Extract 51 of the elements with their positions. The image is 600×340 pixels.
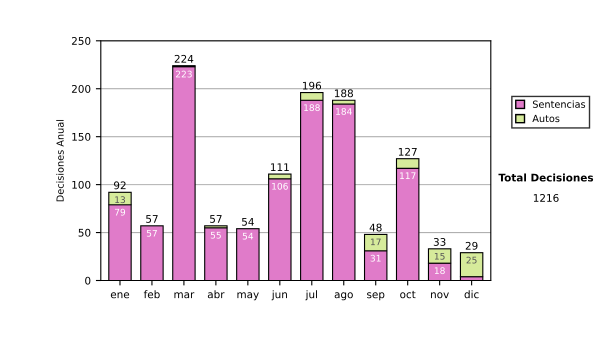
x-tick-label: oct xyxy=(400,290,416,298)
data-label: 117 xyxy=(400,172,416,180)
total-label: 111 xyxy=(271,163,289,171)
x-tick-label: jul xyxy=(305,290,317,300)
data-label: 54 xyxy=(242,232,254,240)
data-label: 13 xyxy=(115,196,125,204)
total-label: 127 xyxy=(398,148,417,156)
x-tick-label: ene xyxy=(110,292,130,298)
y-tick-label: 150 xyxy=(72,132,90,141)
y-axis-title: Decisiones Anual xyxy=(56,120,64,202)
total-label: 54 xyxy=(242,218,254,226)
data-label: 17 xyxy=(370,238,381,246)
x-tick-label: nov xyxy=(431,292,449,298)
x-tick-label: mar xyxy=(174,292,194,298)
x-tick-label: abr xyxy=(208,290,225,298)
total-label: 196 xyxy=(302,82,322,90)
total-label: 48 xyxy=(370,224,382,232)
total-label: 33 xyxy=(434,238,446,246)
x-tick-label: may xyxy=(237,292,259,300)
data-label: 15 xyxy=(434,252,445,260)
data-label: 57 xyxy=(146,230,157,237)
data-label: 188 xyxy=(304,104,320,112)
y-tick-label: 50 xyxy=(78,228,90,237)
data-label: 55 xyxy=(210,232,221,239)
legend-label: Autos xyxy=(532,114,560,122)
y-tick-label: 250 xyxy=(72,37,90,45)
total-label: 29 xyxy=(466,242,478,250)
data-label: 223 xyxy=(176,70,192,78)
text: Total Decisiones xyxy=(498,173,594,182)
x-tick-label: feb xyxy=(144,290,160,298)
data-label: 184 xyxy=(336,108,352,115)
x-tick-label: jun xyxy=(272,290,287,300)
total-label: 188 xyxy=(334,89,353,98)
x-tick-label: ago xyxy=(334,292,353,300)
data-label: 79 xyxy=(114,208,126,216)
data-label: 18 xyxy=(434,267,445,274)
x-tick-label: sep xyxy=(367,292,384,300)
bar xyxy=(460,252,484,278)
legend-label: Sentencias xyxy=(532,100,586,108)
data-label: 106 xyxy=(272,182,288,190)
y-tick-label: 0 xyxy=(85,276,90,285)
total-label: 57 xyxy=(210,215,222,223)
y-tick-label: 200 xyxy=(72,84,90,93)
x-tick-label: dic xyxy=(464,290,479,298)
data-label: 25 xyxy=(466,256,477,264)
total-label: 92 xyxy=(114,181,126,190)
total-label: 57 xyxy=(146,215,158,223)
total-label: 224 xyxy=(174,54,194,63)
y-tick-label: 100 xyxy=(72,180,90,189)
data-label: 31 xyxy=(370,254,381,262)
text: 1216 xyxy=(534,194,559,202)
